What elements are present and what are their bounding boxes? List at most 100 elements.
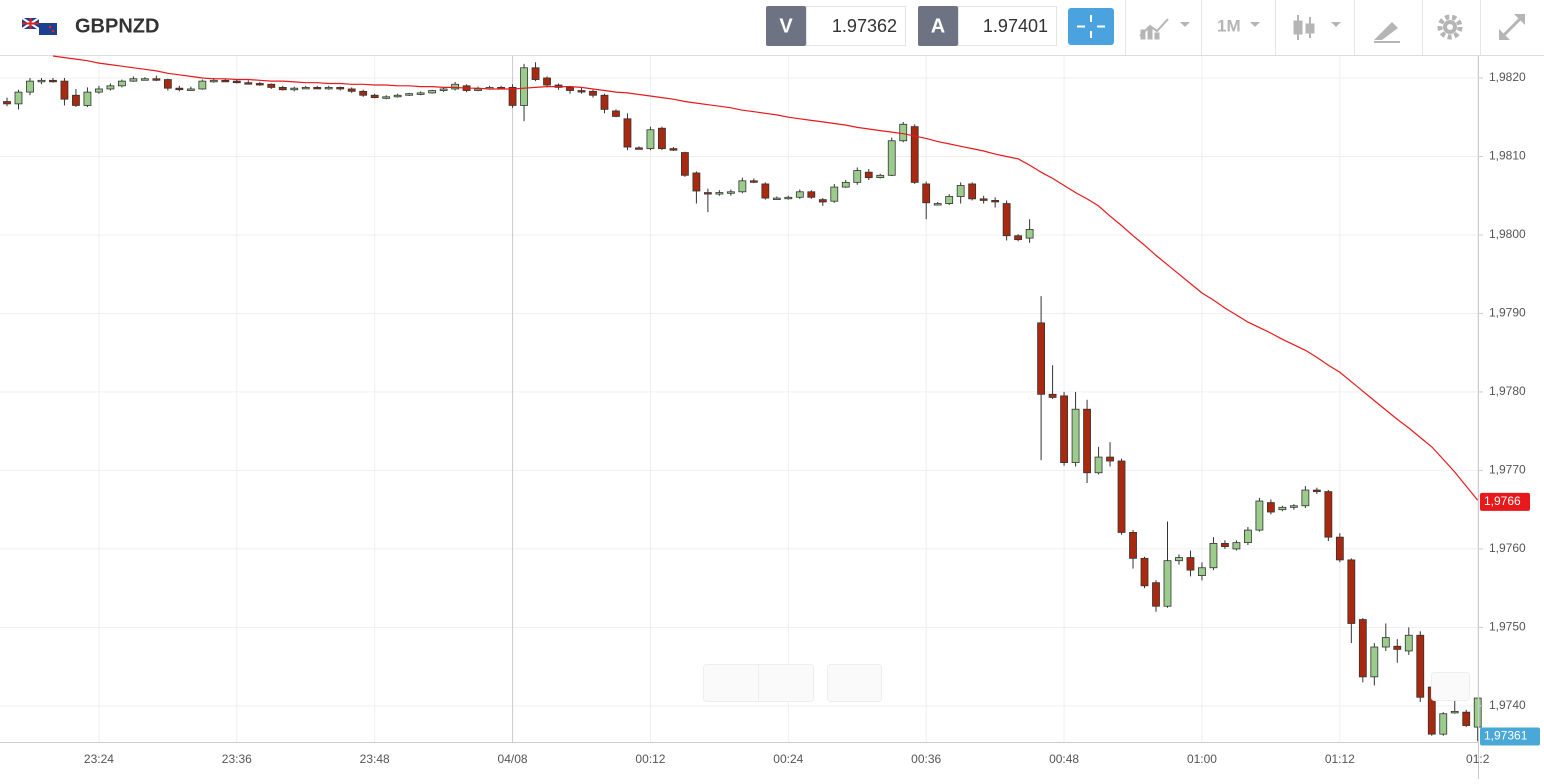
ask-label[interactable]: A	[931, 15, 945, 37]
candle-body	[474, 88, 482, 91]
candle-body	[1025, 229, 1034, 239]
candle-body	[232, 80, 241, 84]
settings-button[interactable]	[1437, 14, 1463, 40]
flag-star	[51, 29, 55, 33]
candle-body	[336, 86, 345, 90]
candle-body	[795, 191, 804, 198]
candle-body	[186, 88, 195, 91]
candle-body	[1301, 489, 1310, 507]
candle-body	[703, 192, 712, 195]
candle-body	[1106, 456, 1114, 462]
candle-body	[140, 78, 149, 81]
ask-box	[958, 6, 1057, 46]
candle-body	[1324, 491, 1333, 538]
candle-body	[175, 87, 184, 91]
candle-body	[106, 85, 115, 90]
candle-type-button[interactable]	[1293, 15, 1341, 40]
candle-body	[991, 200, 1000, 203]
candle-body	[715, 192, 724, 195]
candle-body	[278, 86, 287, 91]
candle-body	[669, 148, 678, 151]
candle-body	[979, 198, 988, 201]
candle-body	[198, 80, 207, 90]
y-tick-label: 1,9810	[1489, 149, 1526, 163]
timeframe[interactable]: 1M	[1217, 16, 1241, 35]
candle-body	[841, 181, 850, 188]
candle-body	[1439, 713, 1448, 735]
candle-body	[393, 94, 402, 98]
crosshair-icon[interactable]	[1077, 15, 1105, 38]
candle-body	[635, 147, 643, 150]
bid-price: 1.97362	[832, 16, 897, 36]
candle-body	[118, 80, 126, 87]
ma-price-label-box	[1480, 492, 1530, 511]
candle-body	[864, 171, 873, 179]
draw-button[interactable]	[1374, 22, 1400, 43]
y-tick-label: 1,9770	[1489, 463, 1526, 477]
flag-icon	[21, 17, 57, 35]
candle-body	[1335, 536, 1344, 561]
candle-body	[738, 180, 747, 193]
candle-body	[887, 140, 896, 176]
candle-body	[508, 86, 517, 106]
y-tick-label: 1,9780	[1489, 384, 1526, 398]
candle-body	[14, 91, 23, 105]
candle-body	[761, 183, 770, 199]
crosshair-button[interactable]	[1068, 8, 1114, 45]
candle-body	[1209, 543, 1218, 569]
candle-body	[1255, 500, 1264, 531]
bid-label[interactable]: V	[779, 15, 793, 37]
candle-body	[784, 196, 793, 200]
scroll-button[interactable]	[827, 664, 882, 702]
y-tick-label: 1,9820	[1489, 70, 1526, 84]
candle-body	[1462, 711, 1471, 726]
candle-body	[290, 87, 299, 91]
candle-body	[1358, 619, 1367, 678]
candle-body	[531, 67, 540, 80]
timeframe-caret[interactable]	[1250, 22, 1260, 27]
candle-body	[910, 126, 919, 183]
candle-body	[749, 180, 758, 183]
candle-body	[3, 101, 11, 105]
candle-body	[1094, 456, 1103, 474]
candle-body	[244, 82, 253, 85]
candle-body	[1232, 542, 1241, 550]
x-tick-label: 23:48	[360, 752, 390, 766]
last-price-label: 1,97361	[1484, 729, 1528, 743]
bid-button[interactable]	[766, 6, 806, 46]
candle-body	[1163, 560, 1172, 607]
y-tick-label: 1,9790	[1489, 306, 1526, 320]
candle-body	[623, 118, 632, 148]
candle-body	[968, 183, 977, 200]
candle-body	[95, 88, 103, 93]
x-tick-label: 04/08	[498, 752, 528, 766]
candle-body	[1393, 645, 1402, 650]
candle-body	[359, 90, 368, 96]
candle-body	[807, 191, 816, 198]
candle-body	[1370, 646, 1379, 678]
candle-body	[49, 79, 57, 83]
fullscreen-button[interactable]	[1499, 14, 1525, 40]
candle-body	[600, 94, 609, 110]
x-tick-label: 00:48	[1049, 752, 1079, 766]
candle-body	[1381, 637, 1390, 648]
candle-body	[1152, 582, 1160, 607]
x-tick-label: 01:00	[1187, 752, 1217, 766]
chart-type-button[interactable]	[1139, 18, 1190, 40]
candle-body	[1198, 567, 1206, 577]
candle-body	[1083, 408, 1091, 474]
ask-button[interactable]	[918, 6, 958, 46]
moving-average	[52, 55, 1479, 501]
toolbar: GBPNZD V 1.97362 A 1.97401 1M	[0, 0, 1544, 56]
candle-body	[956, 185, 965, 197]
candle-body	[163, 79, 172, 89]
reset-button[interactable]	[1431, 672, 1470, 701]
candle-body	[37, 79, 46, 83]
candle-body	[382, 96, 391, 99]
candle-body	[72, 94, 80, 106]
candle-body	[221, 79, 230, 83]
candle-body	[1267, 502, 1275, 513]
candle-body	[566, 86, 574, 91]
